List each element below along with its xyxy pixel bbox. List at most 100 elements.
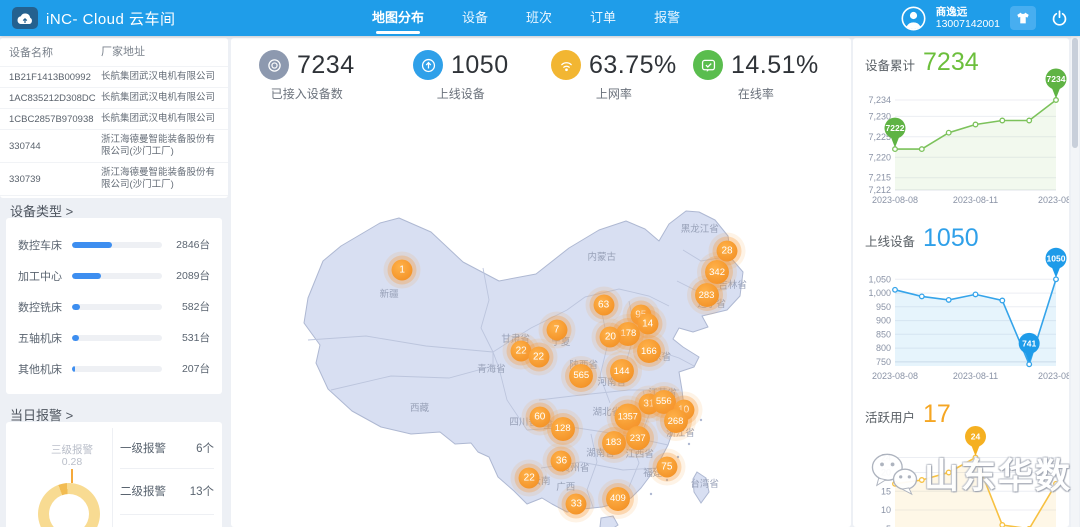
device-type-row: 加工中心 2089台 <box>6 260 222 291</box>
device-name-cell: 330744 <box>9 140 41 152</box>
user-area: 商逸远 13007142001 <box>901 0 1072 36</box>
map-marker[interactable]: 342 <box>705 260 730 285</box>
alarm-legend-row: 二级报警 13个 <box>120 468 214 515</box>
map-marker[interactable]: 565 <box>569 363 594 388</box>
alarm-legend-row: 一级报警 6个 <box>120 428 214 469</box>
bar-label: 加工中心 <box>18 270 62 283</box>
svg-text:1,000: 1,000 <box>868 288 891 298</box>
map-marker[interactable]: 409 <box>605 486 630 511</box>
active-users-value: 17 <box>923 400 951 428</box>
map-marker[interactable]: 22 <box>518 467 540 489</box>
map-marker[interactable]: 75 <box>656 456 678 478</box>
nav-tab[interactable]: 订单 <box>590 10 617 25</box>
divider <box>112 428 113 527</box>
map-marker[interactable]: 20 <box>599 326 621 348</box>
nav-tab[interactable]: 地图分布 <box>372 0 424 36</box>
china-map-shape <box>303 210 744 527</box>
scrollbar-thumb[interactable] <box>1072 38 1078 148</box>
map-marker[interactable]: 283 <box>694 283 719 308</box>
map-marker[interactable]: 183 <box>601 430 626 455</box>
map-marker[interactable]: 128 <box>550 416 575 441</box>
bar-value: 207台 <box>181 363 210 375</box>
active-users-header: 活跃用户 17 <box>865 400 951 428</box>
svg-text:15: 15 <box>881 486 891 496</box>
table-body: 1B21F1413B00992 长航集团武汉电机有限公司 1AC835212D308… <box>0 67 228 196</box>
table-row[interactable]: 1AC835212D308DC 长航集团武汉电机有限公司 <box>0 88 228 109</box>
table-header: 设备名称 厂家地址 <box>0 38 228 67</box>
svg-text:1,050: 1,050 <box>868 274 891 284</box>
map-marker[interactable]: 60 <box>529 406 551 428</box>
device-name-cell: 1B21F1413B00992 <box>9 71 91 83</box>
donut-pointer <box>71 469 73 483</box>
bar-fill <box>72 334 80 341</box>
factory-address-cell: 长航集团武汉电机有限公司 <box>101 92 216 103</box>
line-chart-svg: 750 800 850 900 950 1,000 1,050 2023-08-08 2023-… <box>868 247 1069 381</box>
device-name-cell: 330739 <box>9 173 41 185</box>
map-marker[interactable]: 237 <box>625 426 650 451</box>
bar-label: 数控铣床 <box>18 301 62 314</box>
logout-power-button[interactable] <box>1046 6 1072 30</box>
nav-tab[interactable]: 设备 <box>462 10 489 25</box>
app-title: iNC- Cloud 云车间 <box>46 10 176 28</box>
avatar[interactable] <box>901 6 926 31</box>
device-total-header: 设备累计 7234 <box>865 48 979 76</box>
tshirt-icon <box>1017 12 1029 24</box>
map-marker[interactable]: 33 <box>565 493 587 515</box>
active-tab-underline <box>376 31 420 34</box>
map-marker[interactable]: 22 <box>528 346 550 368</box>
map-marker[interactable]: 36 <box>550 450 572 472</box>
cloud-logo-icon <box>12 7 38 29</box>
theme-shirt-button[interactable] <box>1010 6 1036 30</box>
bar-label: 其他机床 <box>18 363 62 376</box>
table-row[interactable]: 1B21F1413B00992 长航集团武汉电机有限公司 <box>0 67 228 88</box>
svg-text:24: 24 <box>971 432 981 442</box>
nav-tab[interactable]: 报警 <box>654 10 681 25</box>
daily-alarm-card: 三级报警 0.28 一级报警 6个 二级报警 13个 <box>6 422 222 527</box>
map-marker[interactable]: 28 <box>716 240 738 262</box>
map-marker[interactable]: 22 <box>510 340 532 362</box>
svg-text:10: 10 <box>881 505 891 515</box>
svg-text:850: 850 <box>876 329 891 339</box>
left-panel: 设备名称 厂家地址 1B21F1413B00992 长航集团武汉电机有限公司 1AC… <box>0 36 229 527</box>
line-chart-svg: 51015202424 <box>881 426 1059 527</box>
map-marker[interactable]: 63 <box>593 294 615 316</box>
top-navbar: iNC- Cloud 云车间 地图分布 设备 班次 订单 报警 商逸远 13007142… <box>0 0 1080 36</box>
device-type-row: 数控车床 2846台 <box>6 229 222 260</box>
svg-text:5: 5 <box>886 524 891 527</box>
bar-label: 五轴机床 <box>18 332 62 345</box>
stat-online-rate: 14.51% 在线率 <box>693 50 819 102</box>
online-devices-header: 上线设备 1050 <box>865 224 979 252</box>
col-device-name: 设备名称 <box>9 47 53 59</box>
scrollbar-track <box>1071 36 1079 527</box>
col-factory: 厂家地址 <box>101 46 145 58</box>
watermark: 山东华数 <box>868 448 1072 499</box>
map-marker[interactable]: 166 <box>636 339 661 364</box>
factory-address-cell: 长航集团武汉电机有限公司 <box>101 113 216 124</box>
device-type-row: 其他机床 207台 <box>6 353 222 384</box>
factory-address-cell: 浙江海德曼智能装备股份有限公司(沙门工厂) <box>101 167 216 190</box>
svg-text:7,220: 7,220 <box>868 152 891 162</box>
map-marker[interactable]: 144 <box>609 359 634 384</box>
nav-tab[interactable]: 班次 <box>526 10 553 25</box>
watermark-text: 山东华数 <box>924 457 1073 496</box>
app-logo: iNC- Cloud 云车间 <box>12 0 176 36</box>
map-marker[interactable]: 14 <box>637 313 659 335</box>
map-marker[interactable]: 268 <box>663 409 688 434</box>
table-row[interactable]: 330739 浙江海德曼智能装备股份有限公司(沙门工厂) <box>0 163 228 196</box>
wechat-icon <box>871 453 918 495</box>
bar-fill <box>72 365 75 372</box>
svg-text:7222: 7222 <box>886 123 905 133</box>
alarm-donut-chart <box>38 483 100 527</box>
map-marker[interactable]: 7 <box>546 319 567 341</box>
bar-track <box>72 272 162 279</box>
svg-text:7,234: 7,234 <box>868 95 891 105</box>
map-marker[interactable]: 1 <box>391 259 413 281</box>
table-row[interactable]: 1CBC2857B970938 长航集团武汉电机有限公司 <box>0 109 228 130</box>
right-charts-panel: 设备累计 7234 7,212 7,215 7,220 7,225 7,230 7,234… <box>853 38 1069 527</box>
table-row[interactable]: 330744 浙江海德曼智能装备股份有限公司(沙门工厂) <box>0 130 228 163</box>
svg-text:2023-08-08: 2023-08-08 <box>872 371 918 381</box>
message-check-icon <box>693 50 723 80</box>
map-card: 7234 已接入设备数 1050 上线设备 63.75% 上网率 <box>231 38 851 527</box>
map-marker[interactable]: 1357 <box>614 403 642 431</box>
device-types-card: 数控车床 2846台 加工中心 2089台 数控铣床 582台 五轴机床 531台 其他机床 20… <box>6 218 222 394</box>
